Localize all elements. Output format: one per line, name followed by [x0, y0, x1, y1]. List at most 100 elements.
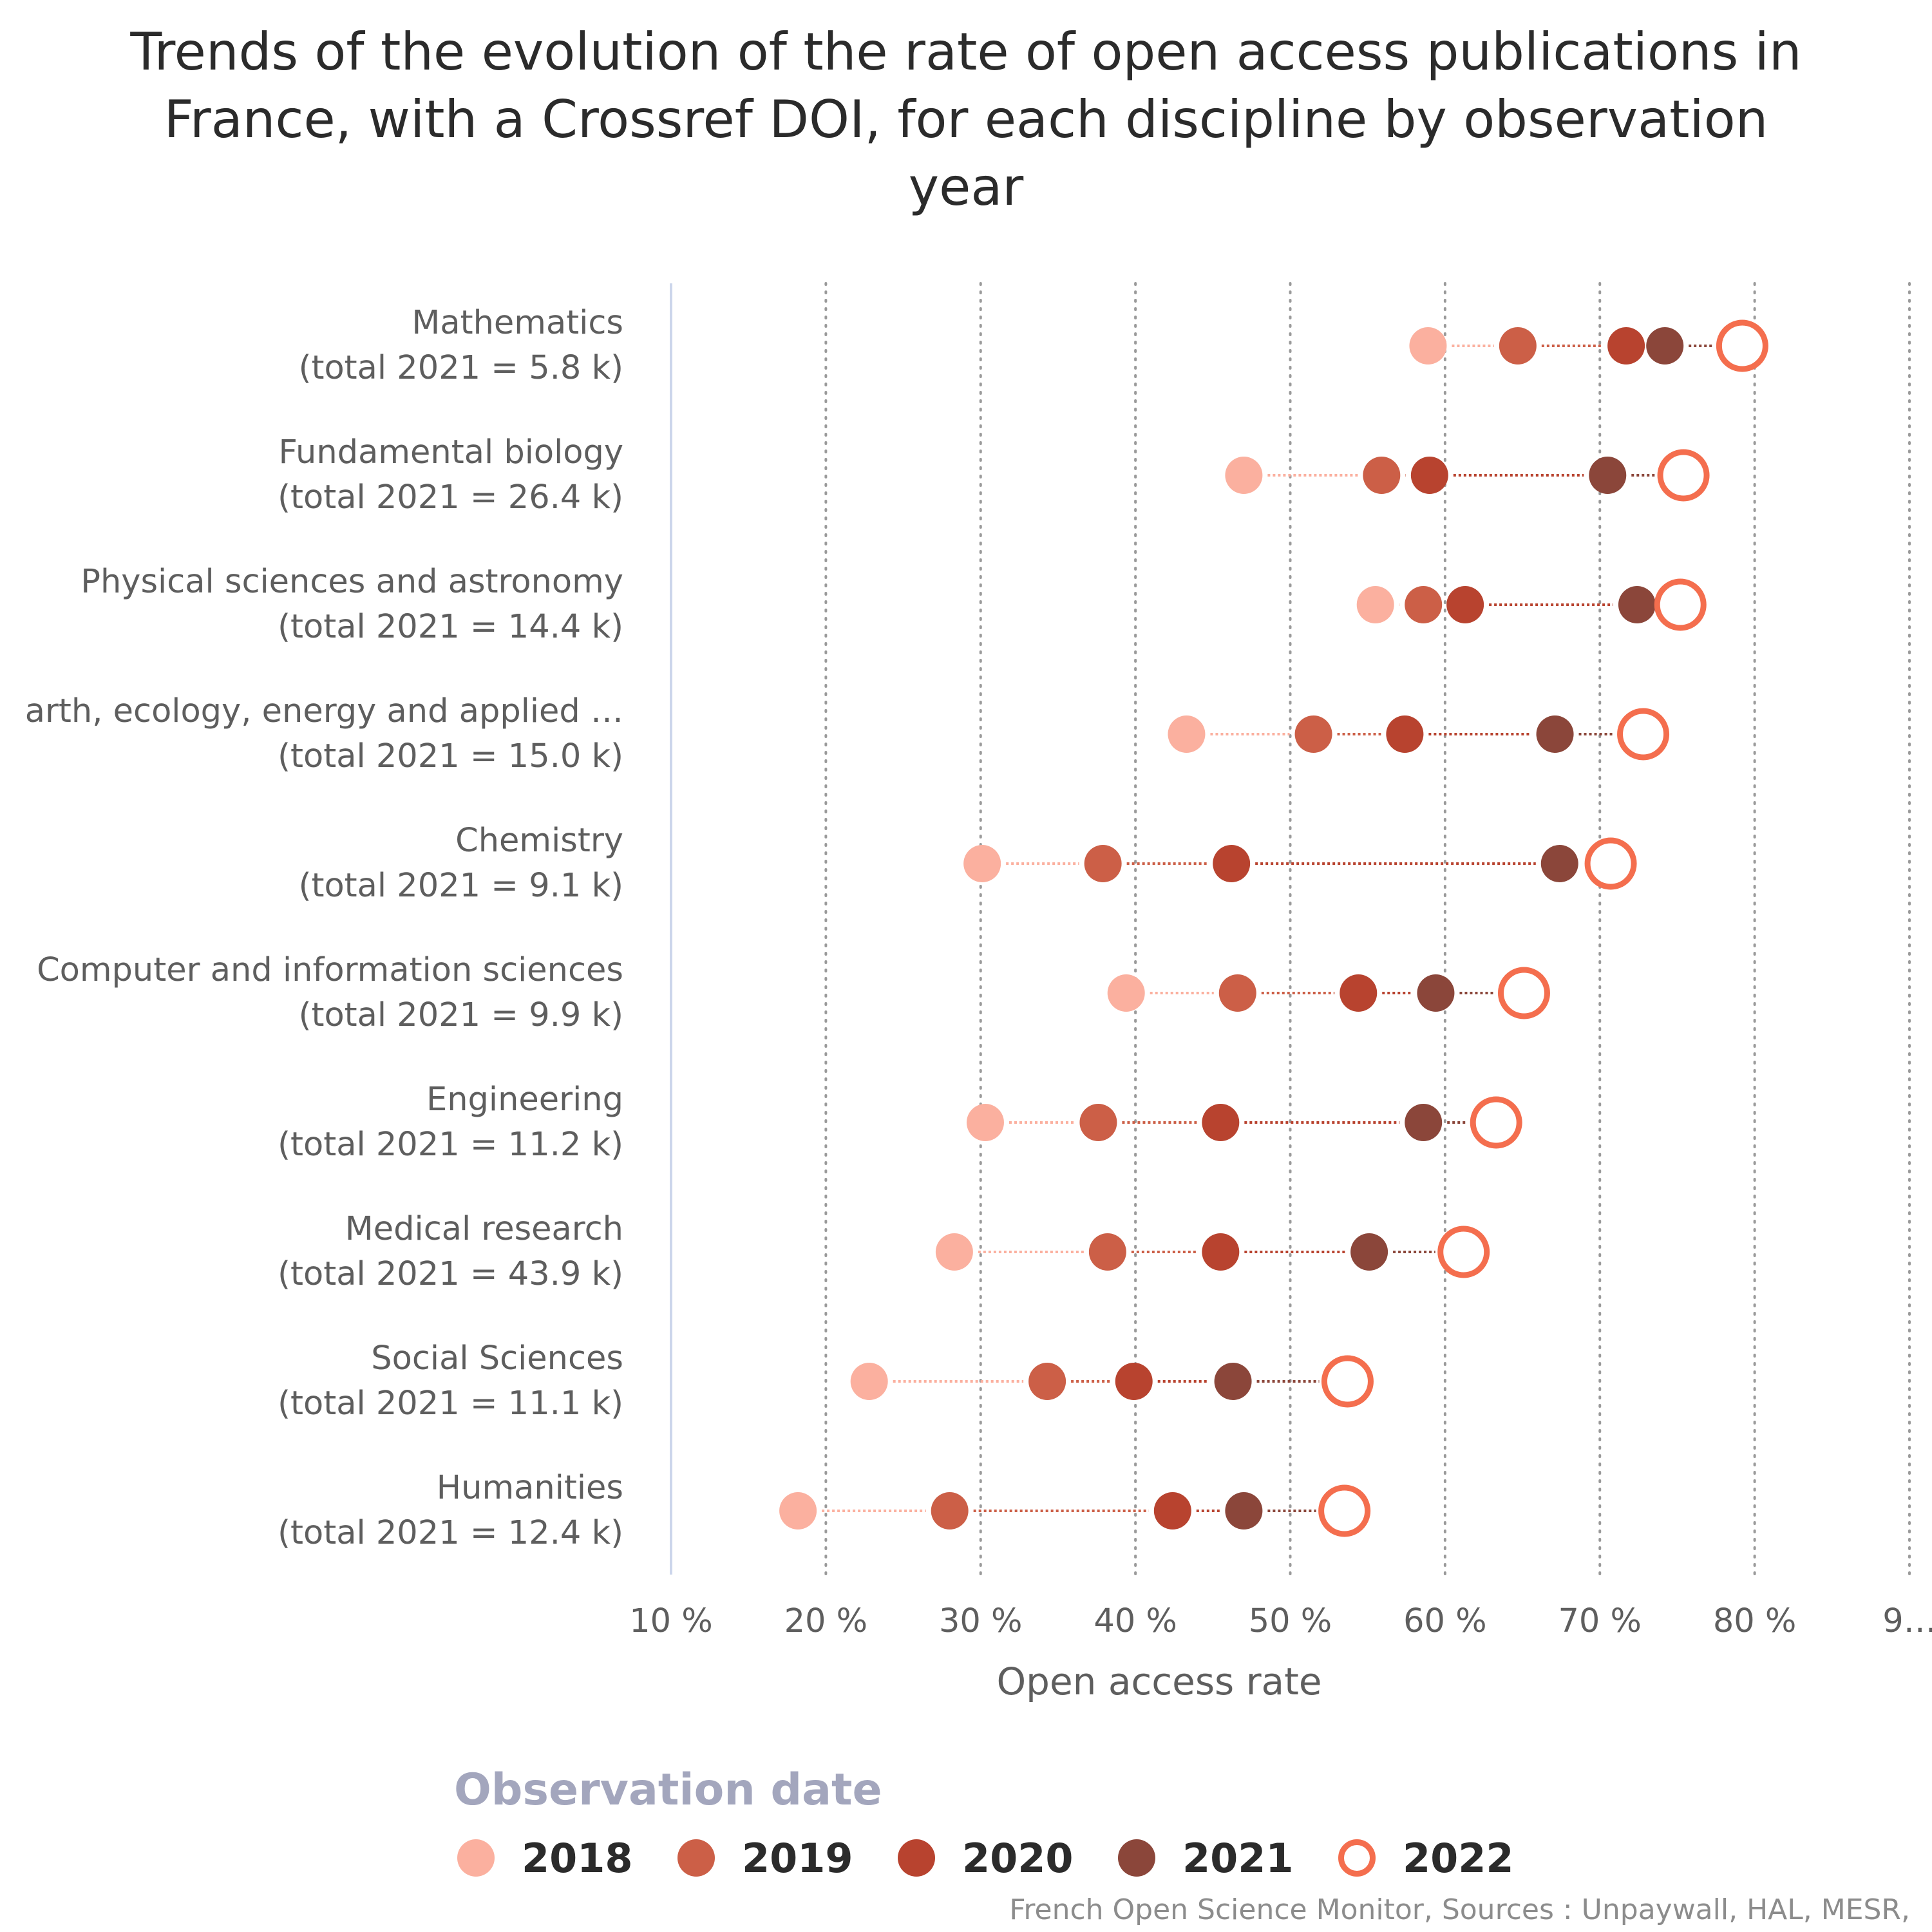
- category-name: Computer and information sciences: [37, 951, 623, 989]
- data-point-2019: [1028, 1363, 1066, 1400]
- data-point-2022: [1657, 449, 1710, 502]
- data-point-2020: [1153, 1492, 1191, 1530]
- x-tick-label: 9…: [1882, 1602, 1932, 1640]
- data-point-2018: [1168, 715, 1206, 753]
- data-point-2022: [1716, 319, 1768, 372]
- legend-item-2018[interactable]: 2018: [457, 1832, 633, 1884]
- legend-item-2019[interactable]: 2019: [677, 1832, 853, 1884]
- data-point-2019: [1079, 1104, 1117, 1141]
- category-label: Social Sciences (total 2021 = 11.1 k): [278, 1336, 623, 1426]
- x-axis-label: Open access rate: [996, 1660, 1322, 1703]
- data-point-2018: [966, 1104, 1004, 1141]
- data-point-2021: [1350, 1233, 1388, 1271]
- credits: French Open Science Monitor, Sources : U…: [1009, 1893, 1910, 1926]
- data-point-2022: [1617, 708, 1670, 761]
- data-point-2020: [1202, 1104, 1240, 1141]
- chart-title-line-1: Trends of the evolution of the rate of o…: [130, 22, 1802, 82]
- data-point-2019: [1088, 1233, 1126, 1271]
- category-total: (total 2021 = 9.9 k): [298, 996, 623, 1034]
- x-tick-label: 30 %: [938, 1602, 1023, 1640]
- data-point-2022: [1497, 967, 1550, 1019]
- data-point-2019: [931, 1492, 969, 1530]
- data-point-2022: [1584, 837, 1637, 890]
- category-name: Physical sciences and astronomy: [80, 563, 623, 601]
- data-point-2019: [1363, 457, 1401, 494]
- data-point-2018: [779, 1492, 817, 1530]
- data-point-2021: [1540, 845, 1578, 882]
- category-total: (total 2021 = 5.8 k): [298, 349, 623, 387]
- data-point-2018: [1107, 974, 1145, 1012]
- category-label: Physical sciences and astronomy (total 20…: [80, 560, 623, 650]
- data-point-2019: [1294, 715, 1332, 753]
- data-point-2021: [1417, 974, 1455, 1012]
- legend-swatch: [898, 1839, 935, 1877]
- x-tick-label: 80 %: [1712, 1602, 1797, 1640]
- category-name: Medical research: [345, 1210, 623, 1248]
- category-label: Chemistry (total 2021 = 9.1 k): [299, 819, 623, 909]
- data-point-2018: [1225, 457, 1263, 494]
- legend-title: Observation date: [454, 1765, 882, 1815]
- x-tick-label: 60 %: [1403, 1602, 1487, 1640]
- data-point-2021: [1646, 327, 1684, 365]
- data-point-2018: [1356, 586, 1394, 623]
- data-point-2018: [1409, 327, 1447, 365]
- data-point-2020: [1202, 1233, 1240, 1271]
- legend-label: 2022: [1403, 1834, 1514, 1882]
- data-point-2022: [1318, 1484, 1371, 1537]
- category-label: Fundamental biology (total 2021 = 26.4 k): [278, 430, 623, 520]
- legend-label: 2020: [962, 1834, 1074, 1882]
- category-total: (total 2021 = 43.9 k): [278, 1255, 623, 1293]
- category-total: (total 2021 = 12.4 k): [278, 1514, 623, 1552]
- category-total: (total 2021 = 14.4 k): [278, 608, 623, 646]
- category-total: (total 2021 = 11.1 k): [278, 1385, 623, 1423]
- data-point-2019: [1499, 327, 1537, 365]
- category-label: arth, ecology, energy and applied … (tota…: [25, 689, 623, 779]
- category-name: Social Sciences: [371, 1340, 623, 1378]
- data-point-2020: [1446, 586, 1484, 623]
- category-name: Mathematics: [412, 304, 623, 342]
- category-total: (total 2021 = 11.2 k): [278, 1126, 623, 1164]
- category-label: Medical research (total 2021 = 43.9 k): [278, 1207, 623, 1297]
- legend-item-2021[interactable]: 2021: [1118, 1832, 1294, 1884]
- data-point-2018: [850, 1363, 888, 1400]
- category-label: Computer and information sciences (total …: [37, 948, 623, 1038]
- data-point-2018: [963, 845, 1001, 882]
- x-tick-label: 70 %: [1558, 1602, 1642, 1640]
- data-point-2020: [1340, 974, 1378, 1012]
- x-tick-label: 40 %: [1094, 1602, 1177, 1640]
- legend-swatch: [1118, 1839, 1155, 1877]
- category-name: Chemistry: [455, 822, 623, 860]
- category-name: Fundamental biology: [278, 433, 624, 471]
- data-point-2021: [1618, 586, 1656, 623]
- category-total: (total 2021 = 26.4 k): [278, 478, 623, 516]
- category-label: Humanities (total 2021 = 12.4 k): [278, 1466, 623, 1556]
- data-point-2019: [1084, 845, 1122, 882]
- legend-item-2020[interactable]: 2020: [898, 1832, 1074, 1884]
- category-name: Engineering: [426, 1081, 623, 1119]
- data-point-2019: [1405, 586, 1443, 623]
- legend-swatch: [457, 1839, 495, 1877]
- category-name: arth, ecology, energy and applied …: [24, 692, 623, 730]
- legend-item-2022[interactable]: 2022: [1338, 1832, 1514, 1884]
- data-point-2020: [1115, 1363, 1153, 1400]
- category-total: (total 2021 = 15.0 k): [278, 737, 623, 775]
- data-point-2020: [1213, 845, 1251, 882]
- category-name: Humanities: [436, 1469, 623, 1507]
- category-label: Mathematics (total 2021 = 5.8 k): [299, 301, 623, 391]
- legend-label: 2018: [522, 1834, 633, 1882]
- data-point-2022: [1470, 1096, 1522, 1149]
- data-point-2022: [1321, 1355, 1374, 1408]
- legend-swatch: [677, 1839, 715, 1877]
- x-tick-label: 10 %: [629, 1602, 713, 1640]
- data-point-2018: [935, 1233, 973, 1271]
- data-point-2021: [1405, 1104, 1443, 1141]
- data-point-2020: [1410, 457, 1448, 494]
- data-point-2020: [1386, 715, 1424, 753]
- category-total: (total 2021 = 9.1 k): [298, 867, 623, 905]
- data-point-2022: [1437, 1226, 1490, 1278]
- data-point-2019: [1218, 974, 1256, 1012]
- legend-label: 2021: [1182, 1834, 1294, 1882]
- data-point-2020: [1607, 327, 1645, 365]
- x-tick-label: 50 %: [1248, 1602, 1332, 1640]
